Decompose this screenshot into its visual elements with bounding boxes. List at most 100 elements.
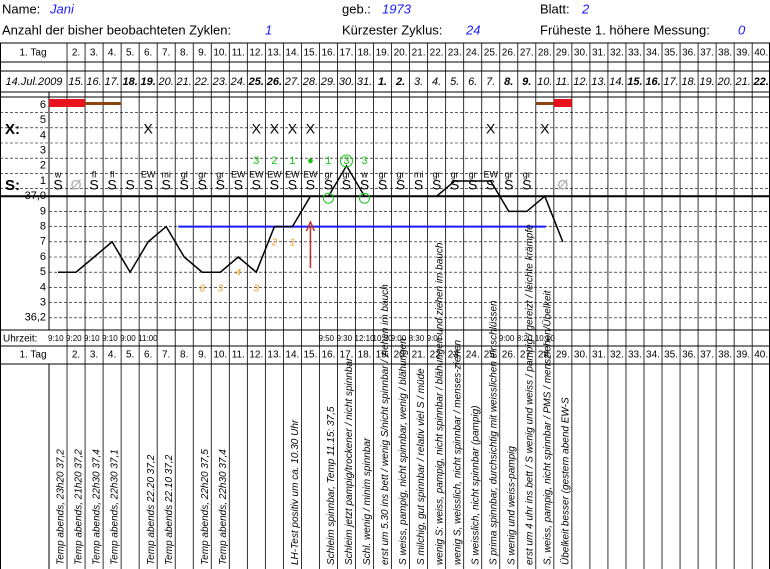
- date: 17.: [663, 76, 678, 88]
- note: Temp abends, 22h30 37,1: [110, 449, 121, 565]
- day-number: 17.: [340, 350, 354, 361]
- note: Temp abends, 21h20 37,2: [74, 449, 85, 565]
- date: 10.: [537, 76, 552, 88]
- sheet-label: Blatt:: [540, 1, 570, 16]
- day-number: 4.: [108, 48, 116, 59]
- day-number: 36.: [682, 350, 696, 361]
- peak-circle: [359, 192, 371, 204]
- date: 27.: [284, 76, 300, 88]
- date: 24.: [230, 76, 246, 88]
- shortest-label: Kürzester Zyklus:: [342, 22, 442, 37]
- day-number: 22.: [430, 350, 444, 361]
- day-number: 24.: [466, 48, 480, 59]
- temp-tick-label: 3: [40, 297, 46, 309]
- date: 22.: [194, 76, 210, 88]
- date: 20.: [158, 76, 174, 88]
- s-symbol: S: [125, 177, 134, 193]
- day-number: 7.: [162, 48, 170, 59]
- date: 28.: [302, 76, 318, 88]
- date: 21.: [734, 76, 750, 88]
- day-number: 2.: [72, 48, 80, 59]
- born-label: geb.:: [342, 1, 371, 16]
- x-mark: X: [270, 121, 280, 137]
- day-number: 27.: [520, 350, 534, 361]
- date: 16.: [86, 76, 101, 88]
- day-number: 26.: [502, 48, 516, 59]
- day-number: 10.: [213, 48, 227, 59]
- temp-tick-label: 6: [40, 251, 46, 263]
- mucus-code: fl: [110, 169, 115, 179]
- date: 19.: [699, 76, 714, 88]
- s-symbol: S: [432, 177, 441, 193]
- day-number: 37.: [700, 350, 714, 361]
- day-number: 12.: [249, 350, 263, 361]
- mucus-code: fl: [92, 169, 97, 179]
- date: 3.: [414, 76, 423, 88]
- bleeding-mark: [553, 99, 572, 107]
- time: 9:30: [336, 334, 352, 343]
- s-symbol: S: [270, 177, 279, 193]
- s-symbol: S: [342, 177, 351, 193]
- cycles: 1: [265, 22, 272, 37]
- date: 18.: [681, 76, 696, 88]
- note: S, weiss, pampig, nicht spinnbar / PMS /…: [541, 289, 553, 565]
- note: S wenig und weiss-pampig: [506, 446, 517, 565]
- day-number: 40.: [754, 350, 768, 361]
- day-number: 6.: [144, 48, 152, 59]
- day-number: 22.: [430, 48, 444, 59]
- time: 9:10: [102, 334, 118, 343]
- mucus-code: EW: [303, 169, 318, 179]
- x-label: X:: [5, 121, 20, 138]
- day-number: 3.: [90, 350, 98, 361]
- s-symbol: Ø: [557, 177, 568, 193]
- day-number: 21.: [412, 48, 426, 59]
- time: 10:10: [535, 334, 556, 343]
- s-symbol: S: [486, 177, 495, 193]
- bleeding-mark: [67, 99, 86, 107]
- cycles-label: Anzahl der bisher beobachteten Zyklen:: [2, 22, 231, 37]
- date: 6.: [468, 76, 477, 88]
- s-symbol: S: [396, 177, 405, 193]
- note: Schleim jetzt pampig/trockener / nicht s…: [344, 357, 355, 565]
- s-symbol: S: [324, 177, 333, 193]
- day-number: 14.: [285, 48, 299, 59]
- date: 20.: [716, 76, 732, 88]
- mucus-code: mi: [161, 169, 171, 179]
- temp-tick-label: 5: [40, 266, 46, 278]
- date: 19.: [141, 76, 156, 88]
- date: 11.: [556, 76, 570, 88]
- temp-tick-label: 9: [40, 205, 46, 217]
- s-symbol: S: [252, 177, 261, 193]
- note: Übelkeit besser (gestern abend EW-S: [559, 397, 571, 565]
- mucus-code: gr: [342, 169, 350, 179]
- s-symbol: S: [162, 177, 171, 193]
- shortest: 24: [465, 22, 480, 37]
- day-number: 26.: [502, 350, 516, 361]
- s-symbol: S: [306, 177, 315, 193]
- note: Schleim spinnbar, Temp 11.15: 37,5: [326, 406, 337, 565]
- day-number: 33.: [628, 48, 642, 59]
- time: 11:00: [138, 334, 158, 343]
- day-number: 5.: [126, 350, 134, 361]
- day-number: 8.: [180, 48, 188, 59]
- note: erst um 4 uhr ins bett / S wenig und wei…: [524, 224, 535, 565]
- date: 13.: [591, 76, 606, 88]
- note: Schl. wenig / minim spinnbar: [362, 437, 373, 565]
- upper-tick-label: 3: [40, 145, 46, 157]
- day-number: 18.: [358, 48, 372, 59]
- temp-count: 3: [217, 284, 223, 295]
- day-number: 16.: [321, 48, 335, 59]
- temp-tick-label: 8: [40, 221, 46, 233]
- day-number: 19.: [376, 350, 390, 361]
- day-number: 38.: [718, 48, 732, 59]
- time: 9:20: [66, 334, 82, 343]
- peak-circle: [322, 192, 334, 204]
- day-number: 17.: [340, 48, 354, 59]
- s-symbol: S: [143, 177, 152, 193]
- day-number: 3.: [90, 48, 98, 59]
- upper-tick-label: 5: [40, 114, 46, 126]
- day-number: 32.: [610, 350, 624, 361]
- day-number: 11.: [232, 350, 245, 361]
- x-mark: X: [540, 121, 550, 137]
- day-number: 29.: [556, 48, 570, 59]
